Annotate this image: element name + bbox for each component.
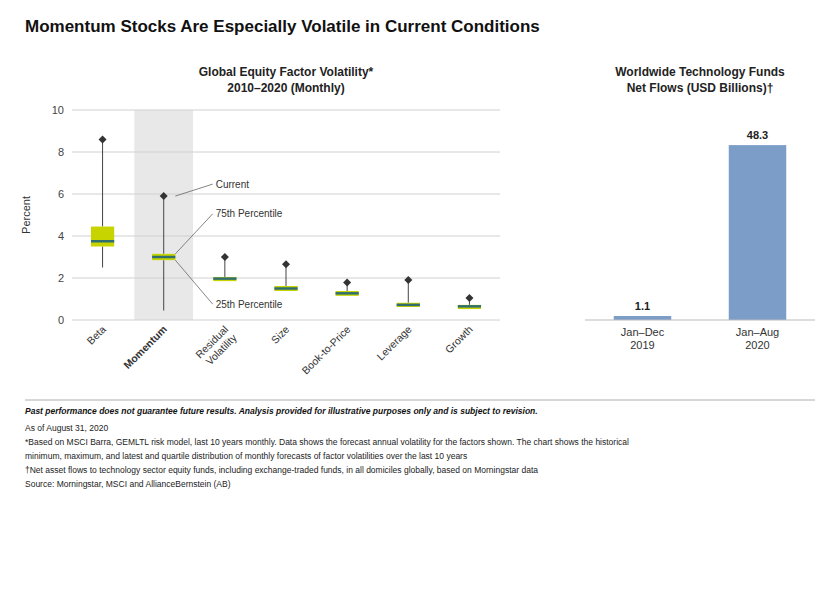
max-diamond [404, 276, 412, 284]
data-label: 1.1 [635, 300, 650, 312]
max-diamond [343, 279, 351, 287]
median-line [91, 240, 114, 243]
footnote: As of August 31, 2020 [25, 423, 108, 433]
grid-line [72, 152, 500, 153]
chart-subtitle: 2010–2020 (Monthly) [227, 81, 344, 95]
lower-whisker [102, 247, 103, 268]
box [458, 305, 481, 309]
y-tick-label: 2 [58, 272, 64, 284]
median-line [458, 305, 481, 308]
x-tick-group: Size [268, 323, 291, 346]
y-tick-label: 10 [52, 104, 64, 116]
box [213, 277, 236, 281]
x-tick-label: Jan–Dec2019 [621, 326, 665, 351]
chart-subtitle: Net Flows (USD Billions)† [627, 81, 774, 95]
x-tick-group: Leverage [374, 323, 414, 363]
highlight-band [134, 110, 193, 320]
box [91, 227, 114, 247]
chart-title: Global Equity Factor Volatility* [199, 65, 374, 79]
x-tick-group: Growth [442, 323, 475, 356]
footnote: †Net asset flows to technology sector eq… [25, 465, 538, 475]
annotation-line [175, 184, 212, 196]
footnote: minimum, maximum, and latest and quartil… [25, 451, 467, 461]
footnote: Past performance does not guarantee futu… [25, 406, 538, 416]
x-tick-group: ResidualVolatility [193, 322, 239, 368]
plot-area [91, 135, 481, 310]
max-diamond [99, 135, 107, 143]
box [152, 254, 175, 260]
bar [729, 145, 787, 320]
x-tick-label: Jan–Aug2020 [736, 326, 779, 351]
divider [25, 400, 815, 401]
max-diamond [282, 260, 290, 268]
y-tick-label: 0 [58, 314, 64, 326]
median-line [213, 277, 236, 280]
upper-whisker [102, 139, 103, 226]
x-tick-label: Book-to-Price [299, 323, 353, 377]
baseline [585, 320, 815, 321]
box [397, 303, 420, 307]
annotation: Current [216, 179, 250, 190]
median-line [397, 304, 420, 307]
data-label: 48.3 [747, 129, 768, 141]
x-tick-label: Size [268, 323, 291, 346]
max-diamond [465, 294, 473, 302]
x-tick-label: Growth [442, 323, 475, 356]
grid-line [72, 110, 500, 111]
annotation: 75th Percentile [216, 208, 283, 219]
background [0, 0, 840, 607]
y-axis-label: Percent [20, 196, 32, 234]
grid-line [72, 194, 500, 195]
y-tick-label: 8 [58, 146, 64, 158]
lower-whisker [163, 260, 164, 310]
x-tick-label: Leverage [374, 323, 414, 363]
main-title: Momentum Stocks Are Especially Volatile … [25, 17, 540, 36]
annotation-line [175, 214, 212, 254]
median-line [274, 287, 297, 290]
y-tick-label: 4 [58, 230, 64, 242]
upper-whisker [163, 196, 164, 254]
chart-title: Worldwide Technology Funds [615, 65, 785, 79]
x-tick-label: Momentum [121, 323, 169, 371]
x-tick-group: Book-to-Price [299, 323, 353, 377]
bar [614, 316, 672, 320]
y-tick-label: 6 [58, 188, 64, 200]
x-tick-label: ResidualVolatility [193, 322, 239, 368]
footnote: Source: Morningstar, MSCI and AllianceBe… [25, 479, 231, 489]
footnote: *Based on MSCI Barra, GEMLTL risk model,… [25, 437, 629, 447]
annotation: 25th Percentile [216, 299, 283, 310]
annotation-line [175, 260, 212, 304]
box [336, 291, 359, 296]
grid-line [72, 320, 500, 321]
plot-area [614, 145, 787, 320]
x-tick-group: Beta [84, 323, 108, 347]
x-tick-label: Beta [84, 323, 108, 347]
median-line [336, 292, 359, 295]
median-line [152, 256, 175, 259]
max-diamond [160, 192, 168, 200]
max-diamond [221, 253, 229, 261]
box [274, 286, 297, 291]
grid-line [72, 236, 500, 237]
x-tick-group: Momentum [121, 323, 169, 371]
